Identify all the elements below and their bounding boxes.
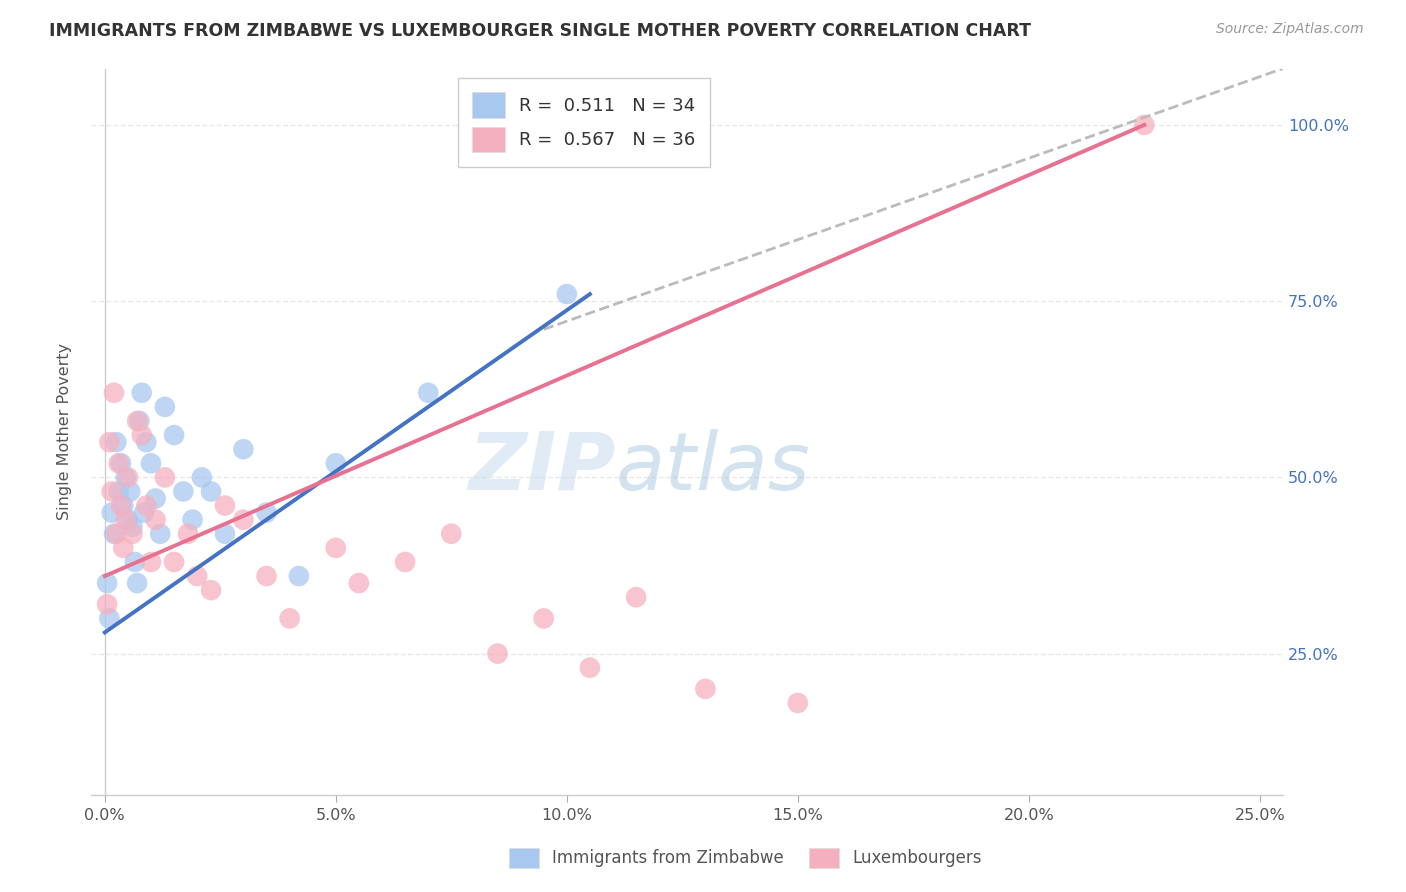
Point [232, 442, 254, 457]
Point [96, 597, 118, 611]
Point [98, 611, 121, 625]
Point [200, 583, 222, 598]
Point [114, 470, 136, 484]
Point [135, 499, 157, 513]
Point [112, 499, 135, 513]
Point [486, 647, 509, 661]
Point [256, 569, 278, 583]
Point [107, 456, 129, 470]
Point [325, 456, 347, 470]
Point [695, 681, 717, 696]
Point [100, 484, 122, 499]
Point [145, 513, 167, 527]
Point [120, 484, 142, 499]
Point [105, 435, 128, 450]
Point [256, 506, 278, 520]
Point [579, 661, 602, 675]
Text: Source: ZipAtlas.com: Source: ZipAtlas.com [1216, 22, 1364, 37]
Y-axis label: Single Mother Poverty: Single Mother Poverty [58, 343, 72, 520]
Point [786, 696, 808, 710]
Point [555, 287, 578, 301]
Point [153, 470, 176, 484]
Point [394, 555, 416, 569]
Point [112, 541, 135, 555]
Point [100, 506, 122, 520]
Point [135, 435, 157, 450]
Point [163, 555, 186, 569]
Point [121, 519, 143, 533]
Point [145, 491, 167, 506]
Point [127, 576, 149, 591]
Point [347, 576, 370, 591]
Point [132, 506, 155, 520]
Legend: R =  0.511   N = 34, R =  0.567   N = 36: R = 0.511 N = 34, R = 0.567 N = 36 [457, 78, 710, 167]
Text: ZIP: ZIP [468, 429, 616, 507]
Point [186, 569, 208, 583]
Point [200, 484, 222, 499]
Point [278, 611, 301, 625]
Point [139, 555, 162, 569]
Point [440, 526, 463, 541]
Point [288, 569, 311, 583]
Point [1133, 118, 1156, 132]
Point [139, 456, 162, 470]
Point [96, 576, 118, 591]
Point [181, 513, 204, 527]
Point [172, 484, 194, 499]
Point [124, 555, 146, 569]
Point [110, 456, 132, 470]
Point [214, 499, 236, 513]
Point [127, 414, 149, 428]
Point [103, 385, 125, 400]
Point [533, 611, 555, 625]
Point [117, 513, 139, 527]
Point [117, 470, 139, 484]
Point [110, 499, 132, 513]
Point [128, 414, 150, 428]
Point [98, 435, 121, 450]
Point [191, 470, 214, 484]
Point [107, 484, 129, 499]
Text: atlas: atlas [616, 429, 810, 507]
Point [214, 526, 236, 541]
Legend: Immigrants from Zimbabwe, Luxembourgers: Immigrants from Zimbabwe, Luxembourgers [502, 841, 988, 875]
Point [131, 385, 153, 400]
Point [153, 400, 176, 414]
Point [114, 513, 136, 527]
Point [121, 526, 143, 541]
Point [325, 541, 347, 555]
Point [624, 591, 647, 605]
Point [131, 428, 153, 442]
Point [105, 526, 128, 541]
Point [232, 513, 254, 527]
Point [418, 385, 440, 400]
Point [103, 526, 125, 541]
Text: IMMIGRANTS FROM ZIMBABWE VS LUXEMBOURGER SINGLE MOTHER POVERTY CORRELATION CHART: IMMIGRANTS FROM ZIMBABWE VS LUXEMBOURGER… [49, 22, 1031, 40]
Point [177, 526, 200, 541]
Point [149, 526, 172, 541]
Point [163, 428, 186, 442]
